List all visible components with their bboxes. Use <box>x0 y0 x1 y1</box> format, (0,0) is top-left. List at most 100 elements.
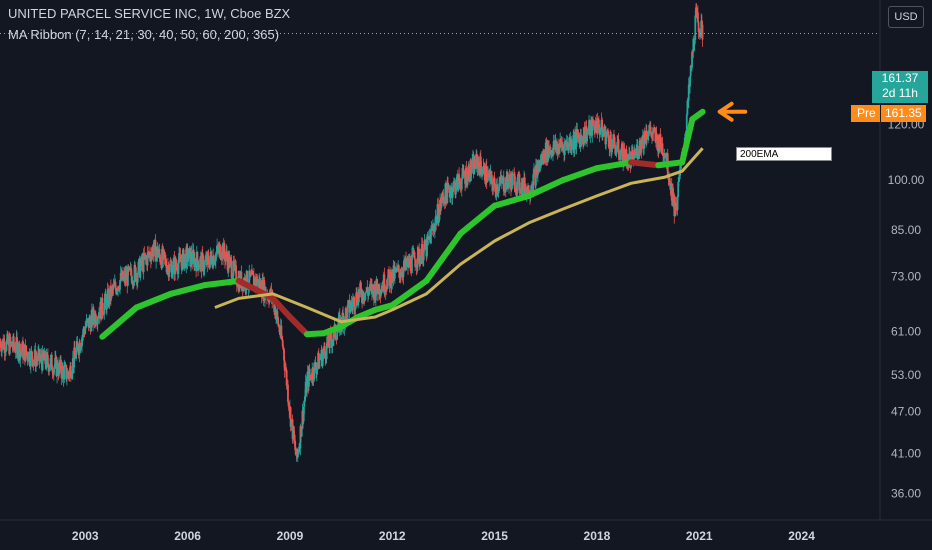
candle-down <box>276 311 279 318</box>
candle-down <box>114 281 117 288</box>
candle-up <box>29 350 32 367</box>
candle-down <box>664 154 667 156</box>
candle-up <box>313 362 316 380</box>
candle-down <box>697 22 700 33</box>
candle-down <box>31 351 34 360</box>
candle-down <box>14 347 16 353</box>
candle-down <box>503 191 506 193</box>
candle-up <box>651 133 653 138</box>
candle-up <box>586 131 588 142</box>
candle-up <box>611 143 613 153</box>
candle-up <box>208 259 211 269</box>
candle-up <box>559 139 562 148</box>
candle-down <box>659 134 662 146</box>
candle-down <box>519 192 522 194</box>
candle-down <box>548 145 550 154</box>
candle-up <box>677 177 680 182</box>
candle-up <box>552 147 554 157</box>
price-tick-label: 61.00 <box>891 325 921 339</box>
candle-down <box>219 244 222 260</box>
candle-up <box>347 301 350 305</box>
candle-up <box>332 338 335 342</box>
candle-up <box>54 357 56 366</box>
candle-down <box>550 150 553 155</box>
candle-up <box>315 367 318 374</box>
candle-up <box>563 141 566 156</box>
candle-down <box>197 261 199 270</box>
candle-down <box>165 258 167 267</box>
candle-up <box>539 162 542 168</box>
time-tick-label: 2021 <box>686 529 713 543</box>
ema200-segment <box>655 159 686 169</box>
candle-up <box>233 264 236 267</box>
candle-down <box>544 161 546 163</box>
candle-down <box>226 251 228 259</box>
candle-down <box>513 173 516 176</box>
candle-up <box>504 190 506 192</box>
price-tick-label: 47.00 <box>891 405 921 419</box>
candle-down <box>30 350 33 352</box>
candle-up <box>331 341 334 347</box>
candle-down <box>662 154 665 156</box>
candle-up <box>139 265 142 278</box>
candle-up <box>132 282 135 285</box>
candle-up <box>319 358 322 360</box>
candle-down <box>409 258 412 272</box>
time-tick-label: 2006 <box>174 529 201 543</box>
candle-up <box>325 343 328 360</box>
candle-up <box>492 184 495 191</box>
candle-up <box>204 260 207 262</box>
candle-down <box>327 334 330 346</box>
candle-up <box>168 264 171 273</box>
ema-annotation-label[interactable]: 200EMA <box>736 147 832 161</box>
candle-up <box>68 369 71 378</box>
candle-down <box>167 265 170 277</box>
candle-up <box>115 290 118 294</box>
candle-up <box>646 136 649 140</box>
candle-down <box>614 146 617 155</box>
candle-down <box>311 368 314 379</box>
candle-down <box>617 139 620 155</box>
indicator-legend[interactable]: MA Ribbon (7, 14, 21, 30, 40, 50, 60, 20… <box>8 27 280 42</box>
candle-down <box>134 264 137 268</box>
candle-down <box>442 196 445 201</box>
candle-down <box>609 135 612 140</box>
candle-down <box>134 267 137 281</box>
candle-down <box>653 128 655 131</box>
candle-down <box>621 143 624 165</box>
candle-down <box>159 254 161 262</box>
candle-up <box>61 365 64 379</box>
candle-down <box>509 174 512 181</box>
candle-down <box>397 265 400 272</box>
candle-up <box>446 182 449 204</box>
candle-up <box>41 350 44 371</box>
candle-up <box>177 263 180 274</box>
candle-up <box>678 175 681 178</box>
candle-down <box>664 153 667 155</box>
candle-down <box>493 177 496 184</box>
candle-down <box>366 287 369 292</box>
candle-up <box>637 157 640 159</box>
candle-down <box>323 346 326 352</box>
candle-up <box>110 287 113 299</box>
candle-down <box>35 358 38 360</box>
ema365-line <box>214 147 704 324</box>
candle-down <box>34 349 37 367</box>
candle-up <box>155 252 158 262</box>
candle-up <box>498 183 501 191</box>
candle-up <box>35 358 37 367</box>
candle-up <box>635 149 638 156</box>
candle-up <box>579 135 582 148</box>
candle-up <box>405 262 408 267</box>
ema200-segment <box>167 282 208 297</box>
candle-up <box>188 249 190 259</box>
candle-up <box>80 346 83 348</box>
currency-button[interactable]: USD <box>888 6 924 28</box>
candle-up <box>512 174 514 186</box>
candle-up <box>201 252 203 272</box>
candle-up <box>336 331 339 340</box>
candle-up <box>501 178 504 184</box>
candle-down <box>190 252 193 262</box>
candle-down <box>287 384 289 402</box>
